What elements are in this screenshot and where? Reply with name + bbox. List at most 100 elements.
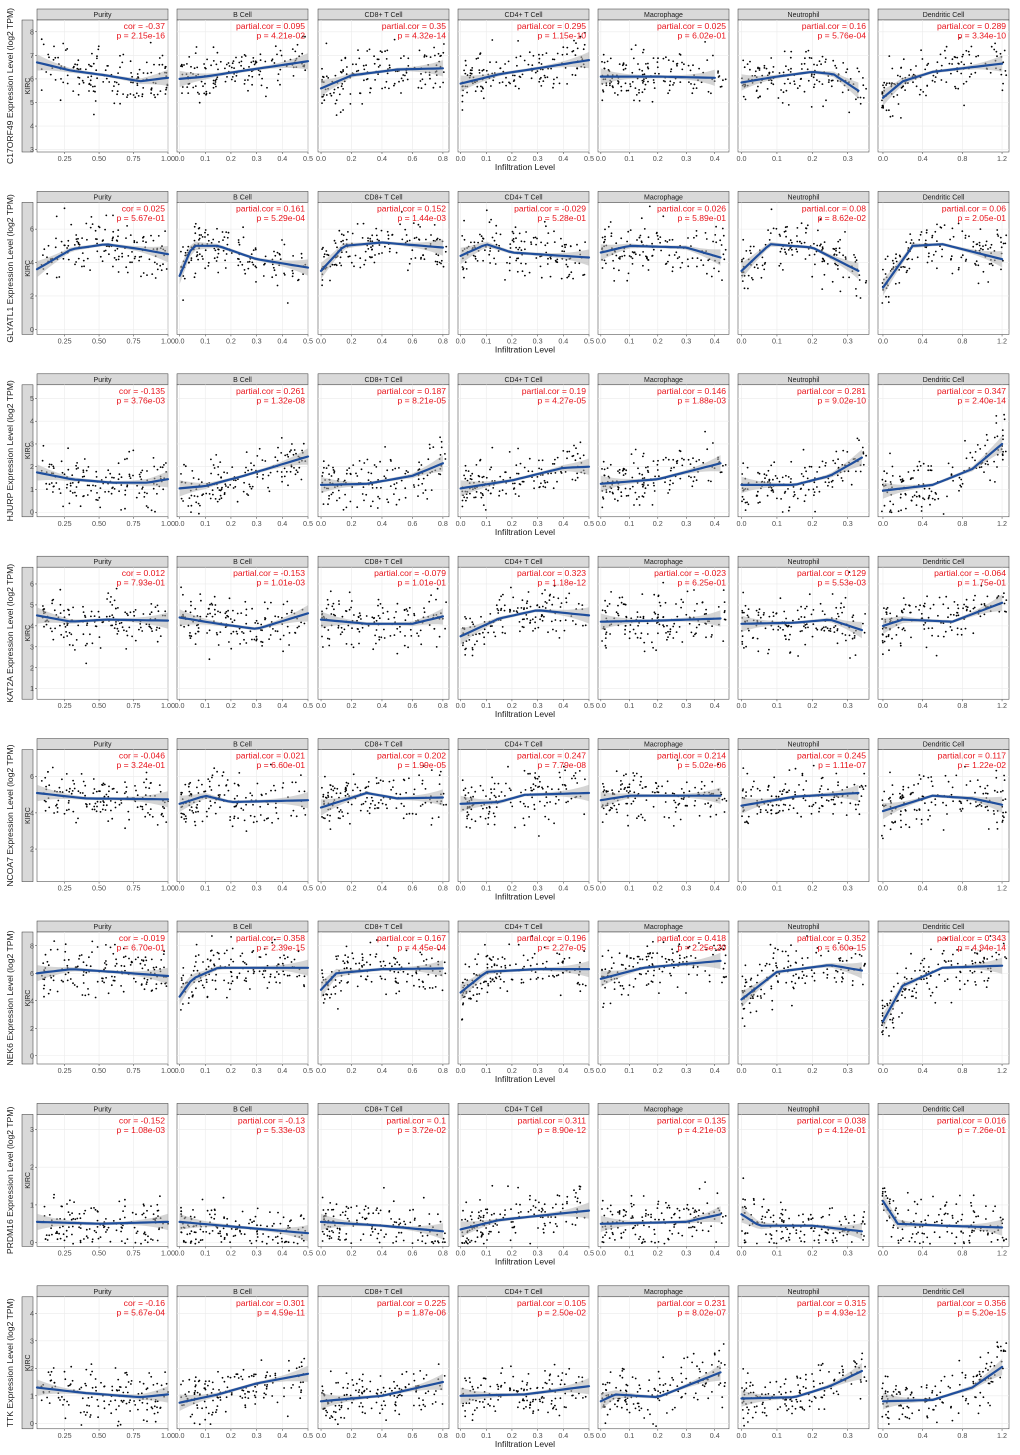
data-point — [113, 599, 116, 602]
data-point — [676, 615, 679, 618]
data-point — [251, 638, 253, 641]
data-point — [434, 260, 437, 263]
data-point — [920, 510, 923, 512]
data-point — [882, 268, 884, 271]
data-point — [245, 466, 247, 469]
data-point — [154, 606, 157, 608]
data-point — [42, 605, 44, 607]
data-point — [854, 654, 857, 656]
data-point — [941, 248, 944, 251]
data-point — [826, 263, 829, 265]
data-point — [236, 612, 239, 615]
data-point — [117, 462, 120, 465]
data-point — [667, 636, 669, 638]
data-point — [505, 84, 507, 87]
data-point — [645, 466, 647, 469]
data-point — [662, 57, 665, 60]
data-point — [83, 265, 85, 268]
data-point — [603, 67, 606, 70]
data-point — [344, 57, 347, 60]
data-point — [901, 86, 904, 88]
data-point — [474, 255, 477, 258]
data-point — [615, 242, 618, 245]
data-point — [634, 491, 637, 494]
data-point — [215, 78, 218, 80]
data-point — [760, 276, 763, 279]
data-point — [912, 73, 915, 76]
data-point — [435, 646, 438, 648]
data-point — [362, 486, 365, 488]
data-point — [891, 82, 893, 84]
data-point — [497, 612, 500, 614]
data-point — [968, 75, 971, 78]
data-point — [666, 638, 668, 641]
data-point — [667, 59, 670, 61]
data-point — [62, 81, 65, 84]
data-point — [211, 615, 214, 618]
data-point — [747, 503, 750, 506]
data-point — [1004, 242, 1007, 245]
data-point — [707, 90, 710, 93]
x-tick-label: 0.25 — [58, 701, 72, 710]
data-point — [638, 68, 641, 71]
x-tick-label: 1.00 — [161, 519, 175, 528]
data-point — [414, 257, 417, 259]
x-tick-label: 0.3 — [252, 701, 262, 710]
data-point — [652, 646, 654, 649]
data-point — [647, 80, 649, 83]
data-point — [204, 231, 206, 234]
data-point — [375, 619, 378, 622]
data-point — [263, 601, 266, 604]
data-point — [96, 77, 98, 80]
correlation-value: partial.cor = 0.095 — [236, 21, 305, 31]
data-point — [741, 640, 744, 643]
data-point — [128, 450, 131, 453]
data-point — [545, 602, 548, 604]
data-point — [264, 460, 267, 462]
data-point — [789, 481, 792, 483]
y-tick-label: 4 — [30, 621, 34, 630]
data-point — [786, 225, 788, 228]
data-point — [461, 100, 464, 103]
data-point — [491, 39, 494, 41]
x-axis-title: Infiltration Level — [495, 344, 555, 354]
x-tick-label: 0.3 — [533, 336, 543, 345]
data-point — [136, 241, 138, 244]
data-point — [693, 236, 695, 239]
data-point — [124, 489, 127, 492]
data-point — [574, 459, 577, 462]
data-point — [688, 475, 690, 478]
data-point — [921, 58, 924, 60]
data-point — [394, 467, 397, 470]
data-point — [476, 640, 478, 643]
data-point — [755, 263, 758, 266]
data-point — [346, 66, 348, 68]
x-tick-label: 0.3 — [681, 701, 691, 710]
data-point — [107, 469, 110, 472]
data-point — [707, 479, 710, 482]
data-point — [752, 245, 755, 248]
data-point — [105, 476, 107, 479]
data-point — [474, 257, 477, 260]
data-point — [150, 71, 153, 74]
data-point — [602, 460, 605, 463]
data-point — [534, 627, 537, 630]
data-point — [369, 237, 372, 240]
data-point — [119, 54, 121, 57]
data-point — [384, 477, 387, 479]
data-point — [936, 61, 939, 64]
data-point — [620, 237, 623, 240]
data-point — [991, 264, 994, 267]
data-point — [493, 631, 495, 634]
data-point — [242, 632, 245, 634]
data-point — [400, 92, 402, 94]
data-point — [631, 257, 634, 260]
data-point — [775, 227, 778, 230]
data-point — [502, 593, 504, 596]
data-point — [480, 615, 482, 618]
data-point — [900, 609, 903, 612]
data-point — [862, 452, 865, 455]
data-point — [529, 619, 532, 622]
data-point — [792, 495, 795, 498]
